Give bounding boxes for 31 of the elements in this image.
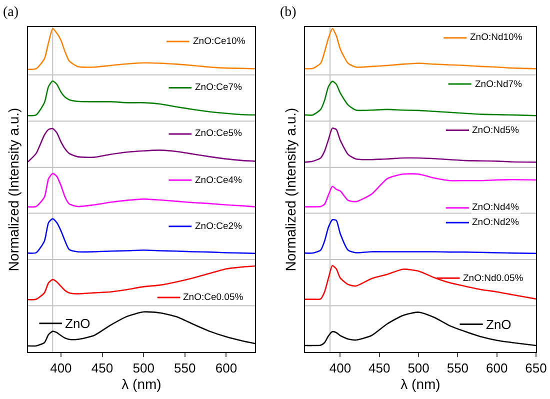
x-tick-label: 600 xyxy=(215,360,238,376)
chart-title: (b) xyxy=(280,5,297,20)
x-tick-label: 450 xyxy=(368,360,390,376)
x-tick-label: 600 xyxy=(486,360,508,376)
legend-label: ZnO:Ce4% xyxy=(195,175,243,186)
legend-label: ZnO:Ce5% xyxy=(195,128,243,139)
legend-label: ZnO:Nd4% xyxy=(472,202,520,213)
legend-label: ZnO:Nd2% xyxy=(472,217,520,228)
legend-label: ZnO:Ce2% xyxy=(195,221,243,232)
legend-label: ZnO:Ce0.05% xyxy=(183,292,244,303)
legend-label: ZnO xyxy=(65,316,90,331)
legend-label: ZnO:Nd5% xyxy=(472,125,520,136)
x-axis-title: λ (nm) xyxy=(122,376,162,392)
legend-label: ZnO:Nd10% xyxy=(470,32,523,43)
x-tick-label: 400 xyxy=(50,360,72,376)
x-tick-label: 500 xyxy=(408,360,430,376)
chart-title: (a) xyxy=(3,5,19,20)
legend-label: ZnO:Nd7% xyxy=(475,79,523,90)
x-tick-label: 550 xyxy=(446,360,469,376)
legend-label: ZnO:Ce10% xyxy=(193,36,246,47)
legend-label: ZnO:Ce7% xyxy=(195,82,243,93)
x-tick-label: 550 xyxy=(174,360,196,376)
x-tick-label: 400 xyxy=(329,360,352,376)
x-tick-label: 500 xyxy=(132,360,154,376)
legend-label: ZnO xyxy=(486,317,512,332)
y-axis-title: Normalized (Intensity a.u.) xyxy=(5,108,22,272)
x-axis-title: λ (nm) xyxy=(400,376,440,392)
x-tick-label: 650 xyxy=(525,360,547,376)
x-tick-label: 450 xyxy=(91,360,114,376)
legend-label: ZnO:Nd0.05% xyxy=(463,273,524,284)
y-axis-title: Normalized (Intensity a.u.) xyxy=(282,108,299,272)
